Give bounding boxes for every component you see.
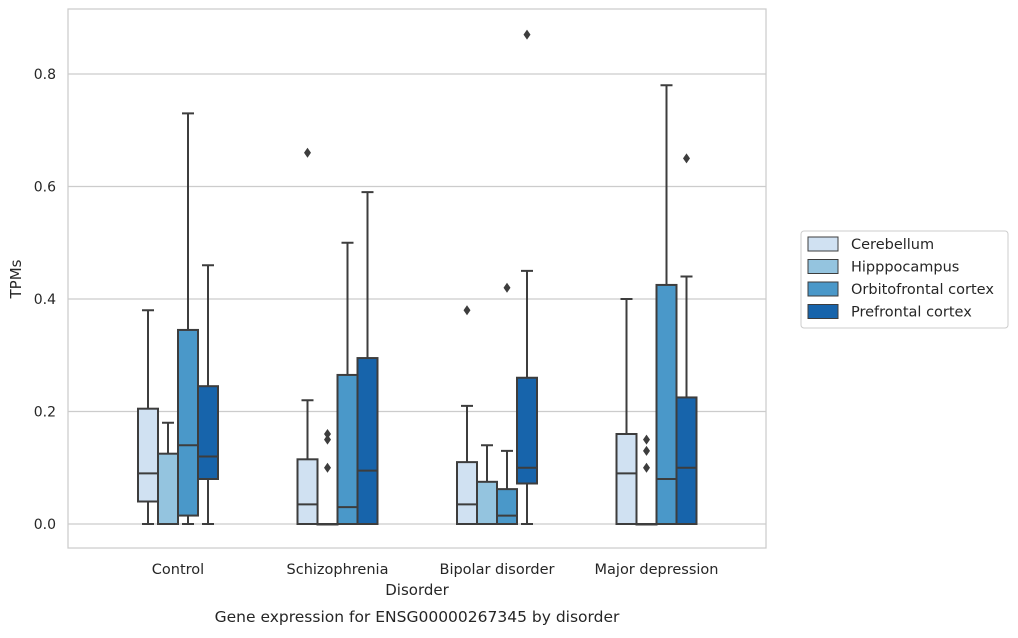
box-body bbox=[496, 488, 518, 525]
box-body bbox=[456, 461, 478, 525]
box-cerebellum-2 bbox=[456, 305, 478, 525]
y-tick-label: 0.2 bbox=[34, 405, 56, 421]
box-body bbox=[177, 328, 199, 517]
box-body bbox=[296, 458, 319, 525]
x-tick-label: Schizophrenia bbox=[287, 562, 389, 578]
legend: Cerebellum Hipppocampus Orbitofrontal cort… bbox=[800, 230, 1009, 329]
box-prefrontal-cortex-0 bbox=[197, 264, 219, 525]
legend-swatch bbox=[807, 236, 839, 252]
x-tick-label: Control bbox=[152, 562, 204, 578]
legend-swatch bbox=[807, 259, 839, 274]
outlier-marker bbox=[643, 434, 650, 445]
box-prefrontal-cortex-2 bbox=[516, 29, 538, 525]
box-body bbox=[476, 480, 498, 525]
y-axis-label: TPMs bbox=[7, 259, 25, 299]
box-hipppocampus-1 bbox=[316, 429, 339, 526]
box-body bbox=[137, 407, 159, 503]
legend-label: Prefrontal cortex bbox=[851, 305, 972, 321]
box-cerebellum-3 bbox=[615, 298, 638, 525]
box-body bbox=[157, 452, 179, 525]
box-body bbox=[336, 373, 359, 525]
box-body bbox=[516, 376, 538, 485]
outlier-marker bbox=[643, 462, 650, 473]
outlier-marker bbox=[324, 434, 331, 445]
box-prefrontal-cortex-1 bbox=[356, 191, 379, 525]
plot-frame bbox=[67, 8, 767, 549]
x-tick-label: Bipolar disorder bbox=[440, 562, 555, 578]
box-orbitofrontal-cortex-1 bbox=[336, 241, 359, 525]
legend-frame bbox=[800, 230, 1009, 329]
box-body bbox=[615, 433, 638, 525]
outlier-marker bbox=[503, 282, 511, 293]
box-body bbox=[655, 283, 678, 525]
box-orbitofrontal-cortex-3 bbox=[655, 84, 678, 525]
chart-title: Gene expression for ENSG00000267345 by d… bbox=[215, 608, 620, 626]
box-body bbox=[675, 396, 698, 525]
y-tick-label: 0.6 bbox=[34, 180, 56, 196]
boxes bbox=[137, 29, 698, 526]
box-orbitofrontal-cortex-2 bbox=[496, 282, 518, 525]
legend-label: Hipppocampus bbox=[851, 260, 959, 276]
outlier-marker bbox=[304, 147, 311, 158]
legend-label: Orbitofrontal cortex bbox=[851, 282, 994, 298]
x-tick-label: Major depression bbox=[595, 562, 719, 578]
box-prefrontal-cortex-3 bbox=[675, 153, 698, 525]
x-tick-labels: Control Schizophrenia Bipolar disorder Majo… bbox=[152, 562, 719, 578]
box-body bbox=[197, 385, 219, 480]
box-hipppocampus-3 bbox=[635, 434, 658, 526]
y-tick-label: 0.4 bbox=[34, 292, 56, 308]
outlier-marker bbox=[683, 153, 690, 164]
outlier-marker bbox=[643, 445, 650, 456]
box-hipppocampus-0 bbox=[157, 421, 179, 525]
legend-swatch bbox=[807, 281, 839, 297]
box-cerebellum-1 bbox=[296, 147, 319, 525]
box-hipppocampus-2 bbox=[476, 444, 498, 525]
y-tick-label: 0.0 bbox=[34, 517, 56, 533]
outlier-marker bbox=[324, 462, 331, 473]
y-tick-label: 0.8 bbox=[34, 67, 56, 83]
box-body bbox=[356, 357, 379, 525]
outlier-marker bbox=[463, 305, 471, 316]
box-cerebellum-0 bbox=[137, 309, 159, 525]
x-axis-label: Disorder bbox=[385, 581, 449, 599]
y-tick-labels: 0.0 0.2 0.4 0.6 0.8 bbox=[34, 67, 56, 533]
legend-swatch bbox=[807, 304, 839, 319]
outlier-marker bbox=[523, 29, 531, 40]
outlier-marker bbox=[324, 429, 331, 439]
legend-label: Cerebellum bbox=[851, 237, 934, 253]
